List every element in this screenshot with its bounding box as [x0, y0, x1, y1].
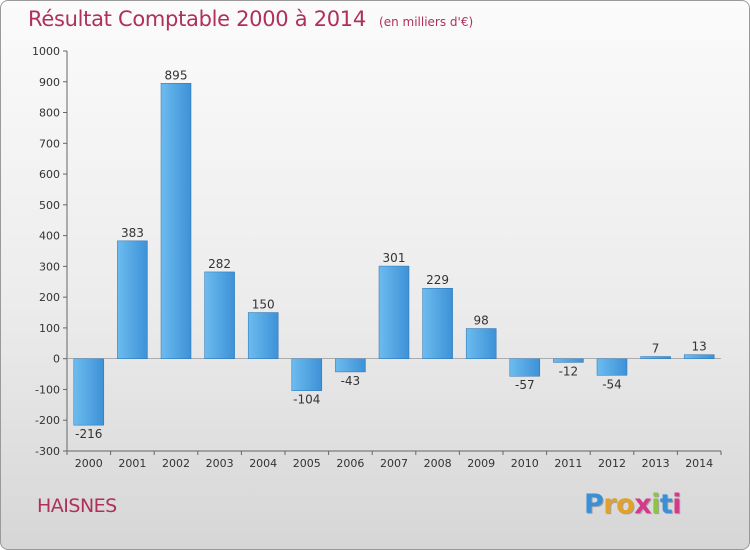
y-tick-label: 500: [39, 199, 60, 212]
logo-letter: i: [672, 489, 682, 520]
bar-2005: [291, 358, 323, 391]
x-tick-label: 2011: [554, 457, 582, 470]
logo-letter: P: [584, 489, 604, 520]
title-main: Résultat Comptable 2000 à 2014: [28, 7, 366, 31]
bar-2006: [335, 358, 366, 373]
data-label-2002: 895: [165, 68, 188, 82]
x-tick-label: 2000: [75, 457, 103, 470]
x-tick-label: 2013: [642, 457, 670, 470]
bar-2012: [596, 358, 628, 376]
logo-letter: t: [659, 489, 673, 520]
y-tick-label: 400: [39, 230, 60, 243]
y-tick-label: 600: [39, 168, 60, 181]
data-label-2007: 301: [383, 251, 406, 265]
data-label-2005: -104: [293, 393, 320, 407]
y-tick-label: -100: [35, 383, 60, 396]
x-tick-label: 2010: [511, 457, 539, 470]
bar-2001: [117, 240, 148, 359]
proxiti-logo: Proxiti: [584, 489, 682, 520]
city-name: HAISNES: [37, 495, 117, 517]
x-tick-label: 2008: [424, 457, 452, 470]
data-label-2003: 282: [208, 257, 231, 271]
x-tick-label: 2009: [467, 457, 495, 470]
y-tick-label: 0: [53, 353, 60, 366]
data-label-2006: -43: [341, 374, 361, 388]
bar-2013: [640, 356, 671, 359]
bar-2002: [160, 83, 192, 359]
data-label-2014: 13: [692, 340, 707, 354]
bar-2009: [465, 328, 497, 359]
bar-2010: [509, 358, 541, 377]
x-tick-label: 2014: [685, 457, 713, 470]
value-labels: -216 383 895 282 150 -104 -43 301 229 98 -57 -12 -54…: [75, 68, 707, 441]
data-label-2011: -12: [559, 364, 579, 378]
y-tick-label: 900: [39, 76, 60, 89]
x-tick-label: 2006: [336, 457, 364, 470]
y-tick-label: 300: [39, 260, 60, 273]
y-tick-label: 100: [39, 322, 60, 335]
data-label-2010: -57: [515, 378, 535, 392]
data-label-2012: -54: [602, 377, 622, 391]
y-tick-label: -300: [35, 445, 60, 458]
data-label-2013: 7: [652, 342, 660, 356]
x-tick-label: 2005: [293, 457, 321, 470]
bar-2008: [422, 287, 453, 359]
chart-title: Résultat Comptable 2000 à 2014 (en milli…: [28, 7, 473, 31]
y-tick-label: 700: [39, 137, 60, 150]
data-label-2000: -216: [75, 427, 102, 441]
data-label-2009: 98: [474, 314, 489, 328]
bar-2004: [247, 312, 279, 359]
bar-2000: [73, 358, 105, 426]
x-tick-label: 2003: [206, 457, 234, 470]
bar-2007: [378, 265, 410, 359]
bar-2003: [204, 271, 235, 359]
data-label-2004: 150: [252, 298, 275, 312]
logo-letter: r: [603, 489, 617, 520]
data-label-2008: 229: [426, 273, 449, 287]
bar-2011: [553, 358, 584, 363]
x-tick-label: 2012: [598, 457, 626, 470]
y-tick-label: 200: [39, 291, 60, 304]
x-tick-label: 2004: [249, 457, 277, 470]
bars: [73, 83, 715, 426]
x-tick-label: 2001: [118, 457, 146, 470]
logo-letter: i: [651, 489, 660, 520]
title-unit: (en milliers d'€): [379, 15, 474, 29]
logo-letter: x: [634, 489, 652, 520]
y-tick-label: -200: [35, 414, 60, 427]
axes: -300 -200 -100 0 100 200 300 400 500 600 700 800 900…: [32, 45, 722, 470]
bar-2014: [683, 354, 715, 359]
y-tick-label: 800: [39, 107, 60, 120]
y-tick-label: 1000: [32, 45, 60, 58]
x-tick-label: 2007: [380, 457, 408, 470]
data-label-2001: 383: [121, 226, 144, 240]
logo-letter: o: [616, 489, 635, 520]
x-tick-label: 2002: [162, 457, 190, 470]
